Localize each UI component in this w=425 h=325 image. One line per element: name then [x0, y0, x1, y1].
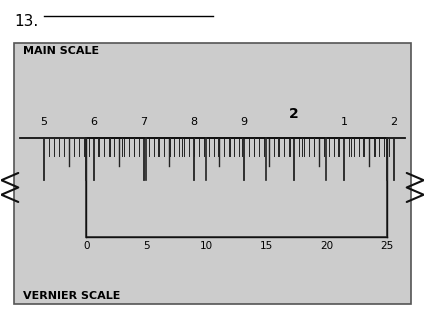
Text: 2: 2	[289, 107, 299, 121]
Bar	[86, 138, 387, 237]
Text: 5: 5	[143, 241, 150, 252]
Text: 5: 5	[40, 117, 47, 127]
Text: 25: 25	[380, 241, 393, 252]
Text: 1: 1	[340, 117, 348, 127]
Bar	[14, 43, 411, 304]
Text: MAIN SCALE: MAIN SCALE	[23, 46, 99, 57]
Text: 6: 6	[90, 117, 97, 127]
Text: 7: 7	[140, 117, 147, 127]
Text: 15: 15	[260, 241, 273, 252]
Text: 9: 9	[240, 117, 247, 127]
Text: 0: 0	[83, 241, 89, 252]
Text: 2: 2	[391, 117, 398, 127]
Text: VERNIER SCALE: VERNIER SCALE	[23, 291, 120, 301]
Text: 20: 20	[320, 241, 333, 252]
Text: 8: 8	[190, 117, 197, 127]
Text: 10: 10	[200, 241, 213, 252]
Text: 13.: 13.	[14, 14, 38, 29]
